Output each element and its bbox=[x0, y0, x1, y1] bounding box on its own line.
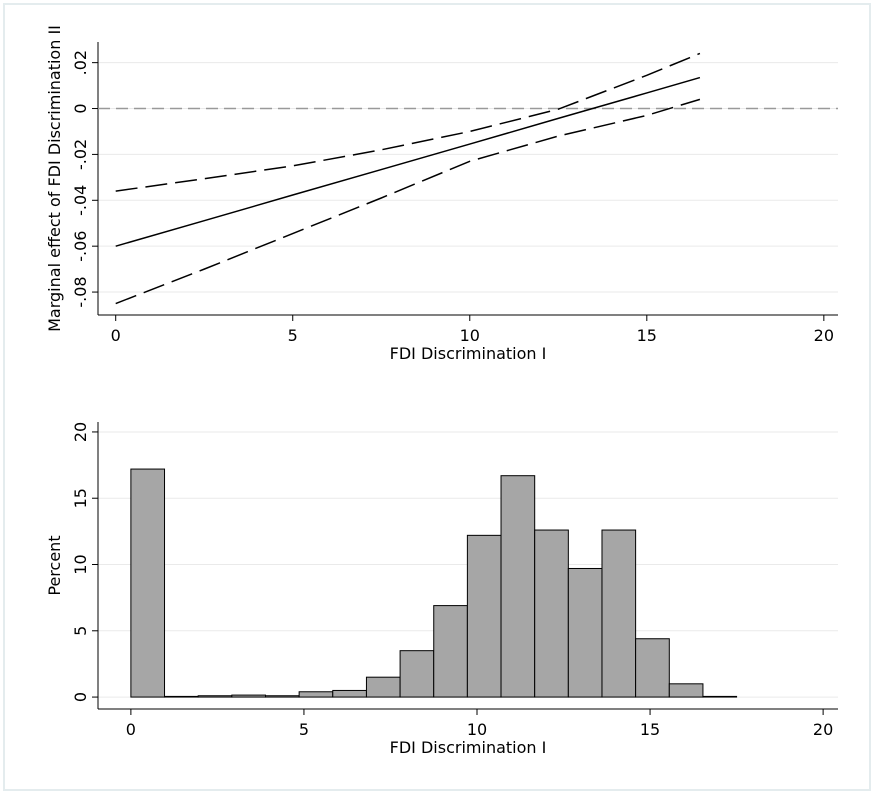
bar bbox=[601, 529, 637, 698]
y-tick-label: 0 bbox=[71, 103, 90, 113]
bar bbox=[399, 650, 435, 698]
y-tick-label: -.06 bbox=[71, 231, 90, 262]
y-tick-label: 5 bbox=[71, 626, 90, 636]
x-tick-label: 20 bbox=[814, 326, 834, 345]
bar bbox=[197, 695, 233, 698]
x-axis-title: FDI Discrimination I bbox=[390, 344, 547, 363]
bar bbox=[231, 694, 266, 698]
bar bbox=[298, 691, 334, 698]
bar bbox=[130, 468, 166, 698]
y-tick-label: -.04 bbox=[71, 185, 90, 216]
y-axis-title: Percent bbox=[45, 535, 64, 595]
bar bbox=[433, 605, 468, 698]
y-tick-label: -.08 bbox=[71, 276, 90, 307]
x-tick-label: 10 bbox=[467, 720, 487, 739]
bar bbox=[332, 689, 367, 698]
x-tick-label: 0 bbox=[126, 720, 136, 739]
y-tick-label: -.02 bbox=[71, 139, 90, 170]
x-tick-label: 0 bbox=[111, 326, 121, 345]
x-tick-label: 20 bbox=[813, 720, 833, 739]
bar bbox=[500, 475, 536, 698]
y-tick-label: 20 bbox=[71, 422, 90, 442]
line bbox=[115, 98, 701, 305]
bar bbox=[164, 695, 199, 698]
y-tick-label: 10 bbox=[71, 554, 90, 574]
bar bbox=[635, 638, 670, 698]
x-axis-title: FDI Discrimination I bbox=[390, 738, 547, 757]
bar bbox=[702, 695, 738, 698]
y-tick-label: .02 bbox=[71, 50, 90, 75]
bar bbox=[365, 676, 401, 698]
bar bbox=[567, 567, 603, 698]
x-tick-label: 10 bbox=[460, 326, 480, 345]
bar bbox=[668, 683, 704, 698]
bar bbox=[534, 529, 569, 698]
x-tick-label: 5 bbox=[288, 326, 298, 345]
y-tick-label: 0 bbox=[71, 692, 90, 702]
x-tick-label: 5 bbox=[299, 720, 309, 739]
line bbox=[115, 76, 701, 247]
bar bbox=[264, 695, 300, 698]
x-tick-label: 15 bbox=[640, 720, 660, 739]
bar bbox=[466, 534, 502, 698]
x-tick-label: 15 bbox=[637, 326, 657, 345]
y-axis-title: Marginal effect of FDI Discrimination II bbox=[45, 25, 64, 332]
y-tick-label: 15 bbox=[71, 488, 90, 508]
line bbox=[115, 52, 701, 192]
